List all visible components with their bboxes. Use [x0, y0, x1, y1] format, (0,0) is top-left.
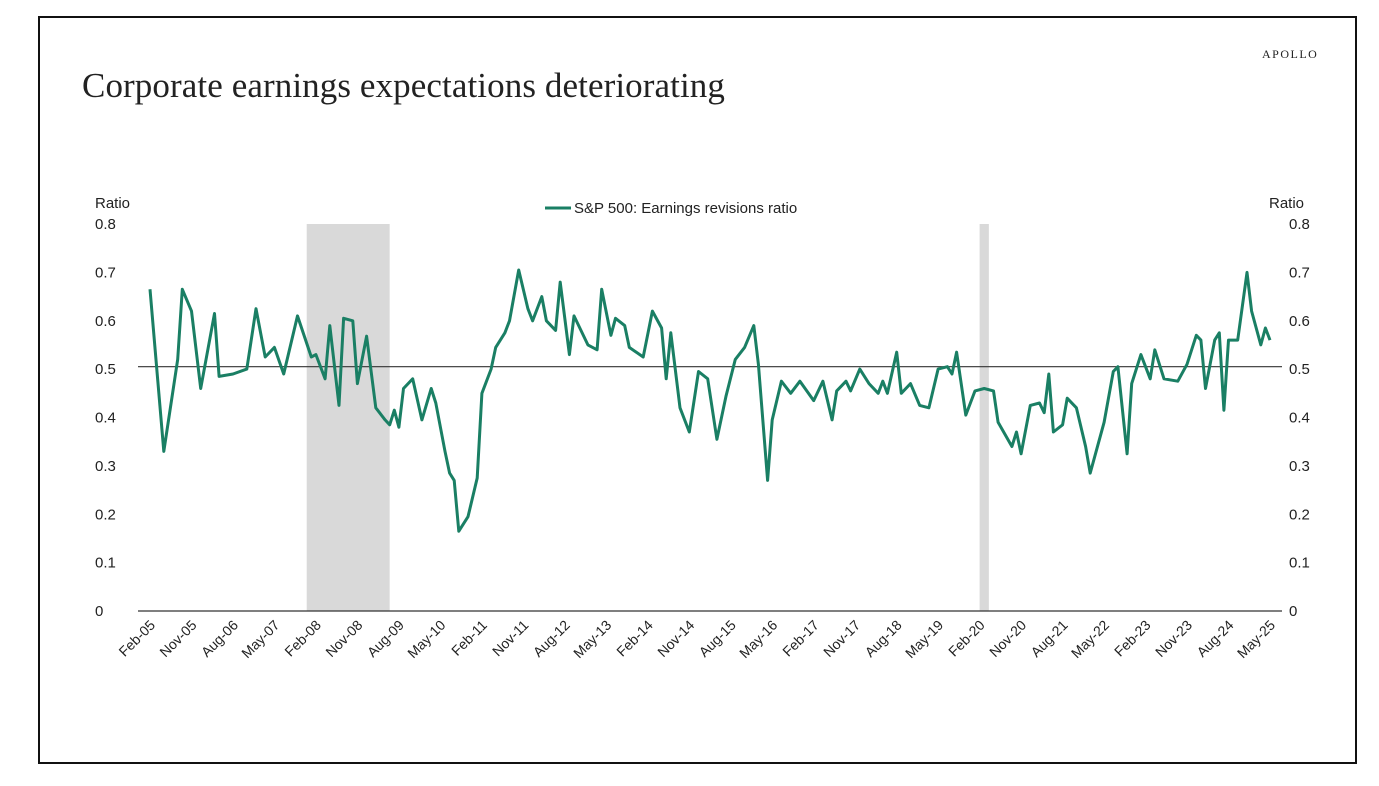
- x-tick-0: Feb-05: [115, 617, 158, 660]
- y-tick-left-7: 0.1: [95, 555, 116, 572]
- page-title: Corporate earnings expectations deterior…: [82, 66, 726, 105]
- x-tick-22: Aug-21: [1027, 617, 1070, 660]
- x-tick-11: May-13: [570, 617, 614, 661]
- x-tick-16: Feb-17: [779, 617, 822, 660]
- x-tick-2: Aug-06: [198, 617, 241, 660]
- x-axis-ticks: Feb-05Nov-05Aug-06May-07Feb-08Nov-08Aug-…: [115, 617, 1278, 661]
- y-axis-label-left: Ratio: [95, 195, 130, 212]
- y-tick-right-3: 0.5: [1289, 361, 1310, 378]
- recession-band-1: [979, 224, 989, 611]
- x-tick-25: Nov-23: [1152, 617, 1195, 660]
- x-tick-13: Nov-14: [654, 617, 697, 660]
- x-tick-10: Aug-12: [530, 617, 573, 660]
- x-tick-14: Aug-15: [696, 617, 739, 660]
- x-tick-9: Nov-11: [489, 617, 532, 660]
- y-axis-left: 0.8 0.7 0.6 0.5 0.4 0.3 0.2 0.1 0: [95, 216, 116, 620]
- x-tick-8: Feb-11: [448, 617, 490, 659]
- x-tick-18: Aug-18: [862, 617, 905, 660]
- y-tick-right-2: 0.6: [1289, 313, 1310, 330]
- legend: S&P 500: Earnings revisions ratio: [545, 200, 797, 217]
- y-tick-right-5: 0.3: [1289, 458, 1310, 475]
- brand-logo: APOLLO: [1262, 47, 1319, 61]
- x-tick-7: May-10: [404, 617, 448, 661]
- x-tick-27: May-25: [1234, 617, 1278, 661]
- y-tick-left-8: 0: [95, 603, 103, 620]
- x-tick-6: Aug-09: [364, 617, 407, 660]
- recession-band-0: [306, 224, 390, 611]
- x-tick-21: Nov-20: [986, 617, 1029, 660]
- y-tick-left-4: 0.4: [95, 410, 116, 427]
- y-axis-label-right: Ratio: [1269, 195, 1304, 212]
- x-tick-26: Aug-24: [1193, 617, 1236, 660]
- x-tick-5: Nov-08: [322, 617, 365, 660]
- x-tick-17: Nov-17: [820, 617, 863, 660]
- x-tick-23: May-22: [1068, 617, 1112, 661]
- x-tick-4: Feb-08: [281, 617, 324, 660]
- x-tick-12: Feb-14: [613, 617, 656, 660]
- series-line: [148, 268, 1272, 533]
- y-axis-right: 0.8 0.7 0.6 0.5 0.4 0.3 0.2 0.1 0: [1289, 216, 1310, 620]
- y-tick-right-6: 0.2: [1289, 506, 1310, 523]
- x-tick-24: Feb-23: [1111, 617, 1154, 660]
- y-tick-left-5: 0.3: [95, 458, 116, 475]
- y-tick-left-1: 0.7: [95, 264, 116, 281]
- y-tick-left-3: 0.5: [95, 361, 116, 378]
- x-tick-3: May-07: [238, 617, 282, 661]
- x-tick-19: May-19: [902, 617, 946, 661]
- slide-frame: [38, 16, 1357, 764]
- x-tick-20: Feb-20: [945, 617, 988, 660]
- x-tick-1: Nov-05: [156, 617, 199, 660]
- recession-shading: [306, 224, 989, 611]
- y-tick-right-8: 0: [1289, 603, 1297, 620]
- y-tick-left-0: 0.8: [95, 216, 116, 233]
- x-tick-15: May-16: [736, 617, 780, 661]
- y-tick-right-1: 0.7: [1289, 264, 1310, 281]
- y-tick-left-6: 0.2: [95, 506, 116, 523]
- y-tick-right-4: 0.4: [1289, 410, 1310, 427]
- legend-label: S&P 500: Earnings revisions ratio: [574, 200, 797, 217]
- y-tick-right-7: 0.1: [1289, 555, 1310, 572]
- y-tick-left-2: 0.6: [95, 313, 116, 330]
- y-tick-right-0: 0.8: [1289, 216, 1310, 233]
